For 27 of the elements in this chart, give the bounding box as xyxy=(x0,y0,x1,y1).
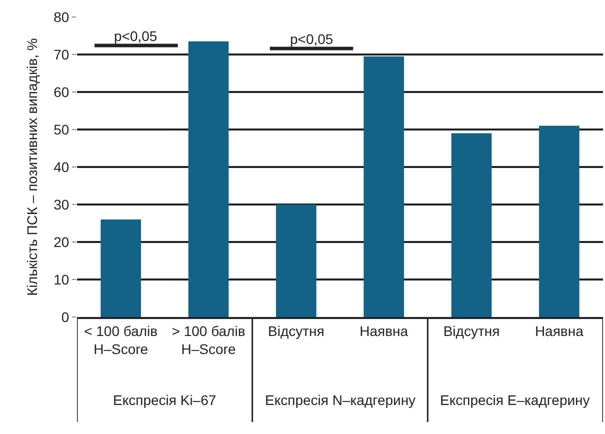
y-tick-label: 80 xyxy=(54,8,70,25)
y-tick-label: 10 xyxy=(54,271,70,288)
y-tick-label: 20 xyxy=(54,234,70,250)
bar xyxy=(364,56,404,317)
bar xyxy=(539,126,580,317)
y-axis-title: Кількість ПСК – позитивних випадків, % xyxy=(24,38,40,296)
x-tick-label: Відсутня xyxy=(443,322,500,339)
text: Експресія N–кадгерину xyxy=(265,392,416,408)
y-tick-label: 50 xyxy=(54,121,70,138)
y-tick-label: 60 xyxy=(54,84,70,100)
text: Експресія E–кадгерину xyxy=(440,392,590,408)
bar xyxy=(451,133,492,317)
bar xyxy=(276,204,316,317)
y-tick-label: 0 xyxy=(61,308,70,325)
x-tick-label: Відсутня xyxy=(268,322,324,339)
x-tick-label: Наявна xyxy=(360,322,408,339)
bar xyxy=(188,41,229,317)
text: Експресія Ki–67 xyxy=(113,392,216,408)
x-tick-label: > 100 балів H–Score xyxy=(172,322,246,357)
y-tick-label: 30 xyxy=(54,196,70,212)
bar xyxy=(100,220,141,317)
annotation: p<0,05 xyxy=(290,31,334,47)
y-tick-label: 70 xyxy=(54,46,70,62)
x-tick-label: < 100 балів H–Score xyxy=(84,322,158,357)
x-tick-label: Наявна xyxy=(534,322,584,339)
y-tick-label: 40 xyxy=(54,158,70,175)
annotation: p<0,05 xyxy=(114,28,158,44)
